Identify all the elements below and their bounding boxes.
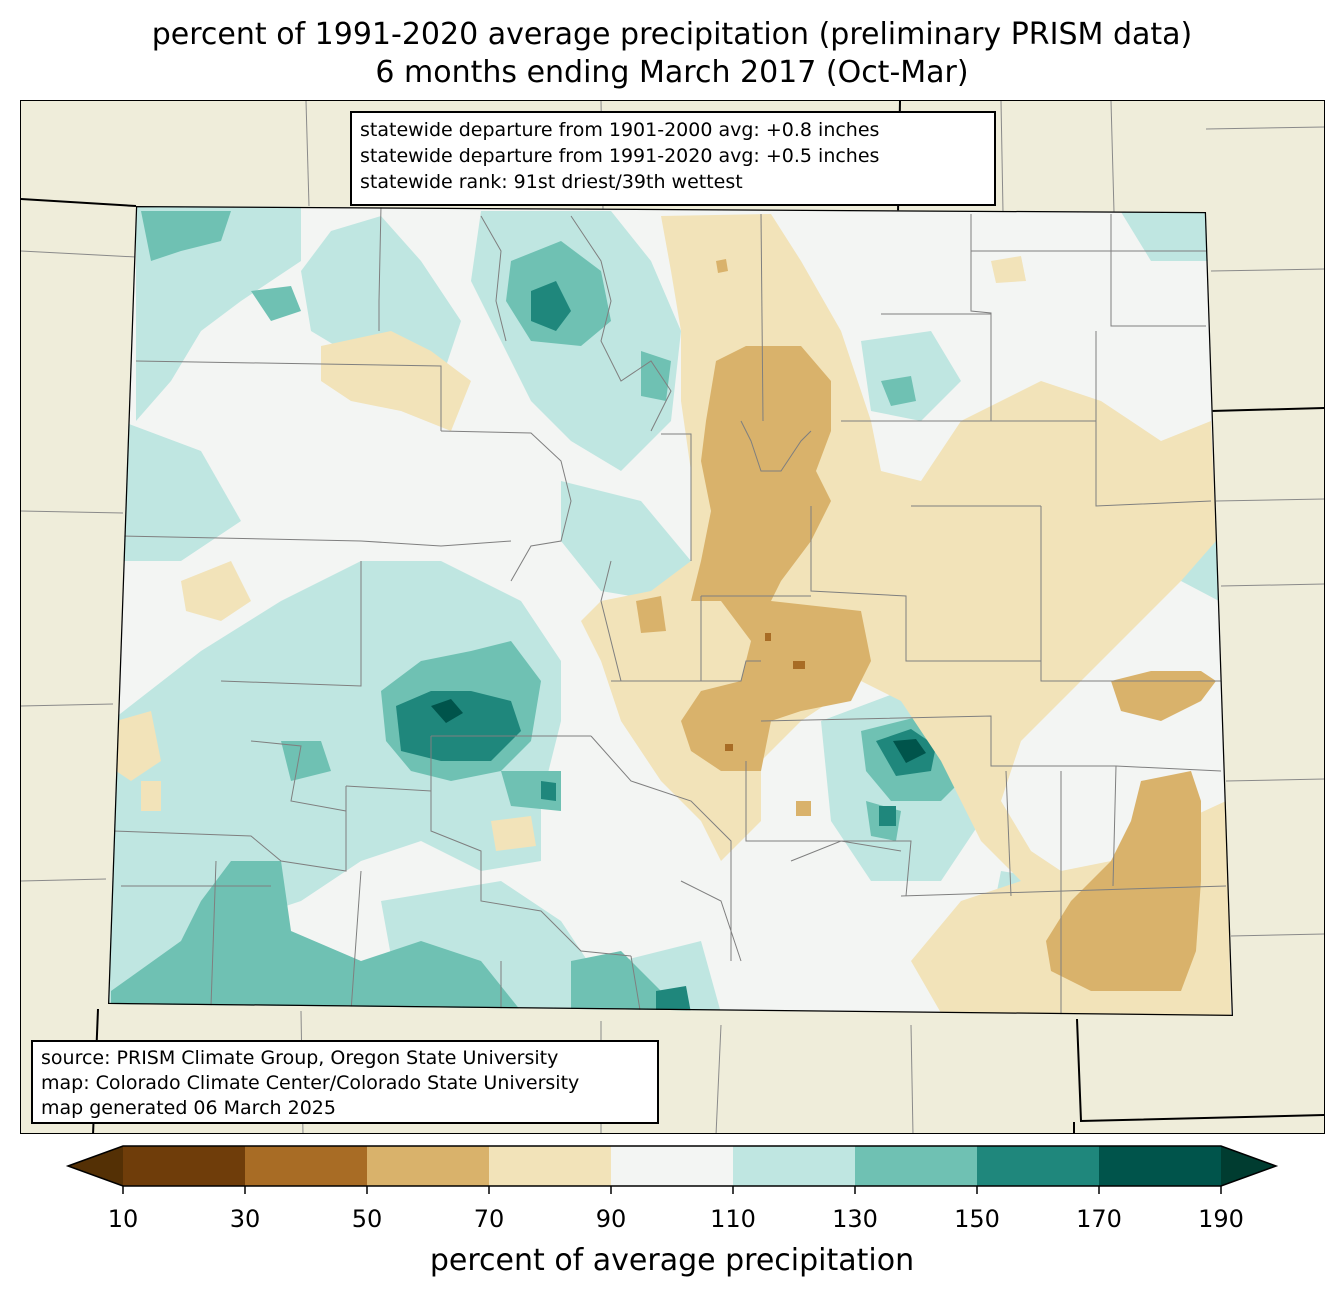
colorbar-tick-label: 170 [1076,1205,1122,1233]
colorbar-cell [611,1146,734,1186]
colorbar-tick-label: 10 [107,1205,139,1233]
source-box: source: PRISM Climate Group, Oregon Stat… [31,1040,659,1124]
stats-rank: statewide rank: 91st driest/39th wettest [360,171,743,193]
colorbar-cell [245,1146,368,1186]
colorbar-extend-high [1221,1146,1276,1186]
colorbar-tick-label: 130 [832,1205,878,1233]
colorbar-tick-label: 70 [473,1205,505,1233]
colorbar-cell [489,1146,612,1186]
map-title-line-2: 6 months ending March 2017 (Oct-Mar) [375,55,969,90]
colorbar [65,1145,1279,1194]
stats-departure-1991-2020: statewide departure from 1991-2020 avg: … [360,145,880,167]
map-credit-line: map: Colorado Climate Center/Colorado St… [41,1072,580,1094]
colorbar-cell [977,1146,1100,1186]
colorbar-tick-label: 110 [710,1205,756,1233]
colorbar-extend-low [68,1146,123,1186]
statewide-stats-box: statewide departure from 1901-2000 avg: … [350,111,996,206]
generated-date-line: map generated 06 March 2025 [41,1097,336,1119]
source-line: source: PRISM Climate Group, Oregon Stat… [41,1047,559,1069]
class-30-50 [725,633,805,751]
colorbar-tick-label: 90 [595,1205,627,1233]
class-50-70 [636,259,1216,991]
precipitation-field [108,206,1233,1016]
colorado-border [108,206,1233,1016]
colorbar-cell [733,1146,856,1186]
map-frame [20,100,1325,1134]
colorbar-cell [1099,1146,1222,1186]
colorbar-cell [123,1146,246,1186]
colorbar-cell [367,1146,490,1186]
map-title-line-1: percent of 1991-2020 average precipitati… [151,17,1193,52]
class-170-190 [431,699,926,763]
county-lines [112,206,1227,1016]
colorbar-tick-label: 150 [954,1205,1000,1233]
colorbar-label: percent of average precipitation [429,1243,915,1278]
stats-departure-1901-2000: statewide departure from 1901-2000 avg: … [360,119,880,141]
colorbar-cell [855,1146,978,1186]
precipitation-map [21,101,1324,1133]
colorbar-tick-label: 30 [229,1205,261,1233]
colorbar-tick-label: 50 [351,1205,383,1233]
colorbar-tick-label: 190 [1198,1205,1244,1233]
